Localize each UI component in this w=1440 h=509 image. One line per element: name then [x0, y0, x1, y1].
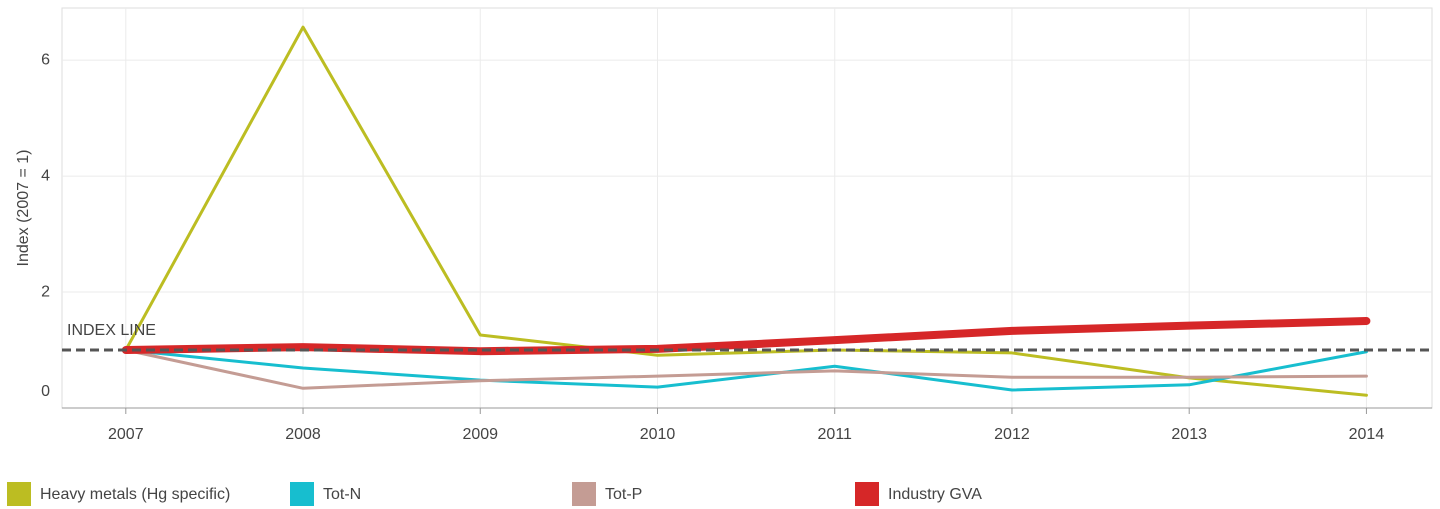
y-tick-label: 0 [41, 383, 50, 400]
legend-label: Industry GVA [888, 486, 982, 503]
x-tick-label: 2009 [462, 426, 498, 443]
x-tick-label: 2010 [640, 426, 676, 443]
x-tick-label: 2008 [285, 426, 321, 443]
y-axis-label: Index (2007 = 1) [15, 150, 32, 267]
y-tick-label: 2 [41, 283, 50, 300]
series-line [124, 348, 1368, 392]
x-tick-label: 2013 [1171, 426, 1207, 443]
x-tick-label: 2011 [818, 426, 853, 443]
x-tick-label: 2014 [1349, 426, 1385, 443]
legend-swatch [290, 482, 314, 506]
legend-swatch [855, 482, 879, 506]
legend-label: Heavy metals (Hg specific) [40, 486, 230, 503]
x-tick-label: 2007 [108, 426, 144, 443]
series-line [121, 317, 1371, 356]
legend-label: Tot-N [323, 486, 361, 503]
y-tick-label: 6 [41, 51, 50, 68]
legend-label: Tot-P [605, 486, 642, 503]
series-line [124, 348, 1368, 390]
index-line-label: INDEX LINE [67, 322, 156, 339]
legend-swatch [572, 482, 596, 506]
y-tick-label: 4 [41, 167, 50, 184]
legend-swatch [7, 482, 31, 506]
x-tick-label: 2012 [994, 426, 1030, 443]
series-line [124, 25, 1368, 397]
